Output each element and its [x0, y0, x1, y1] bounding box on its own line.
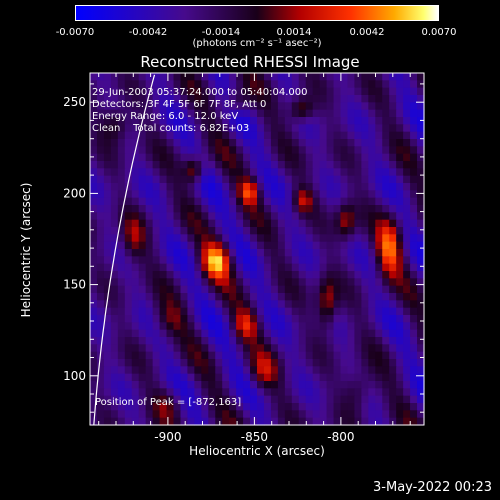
- y-axis-label: Heliocentric Y (arcsec): [19, 182, 33, 318]
- colorbar-tick: 0.0042: [349, 27, 385, 38]
- energy-range: Energy Range: 6.0 - 12.0 keV: [92, 111, 239, 122]
- y-tick-label: 200: [63, 186, 86, 200]
- clean-counts: Clean Total counts: 6.82E+03: [92, 123, 250, 134]
- detectors-info: Detectors: 3F 4F 5F 6F 7F 8F, Att 0: [92, 99, 267, 110]
- colorbar-units: (photons cm⁻² s⁻¹ asec⁻²): [192, 38, 322, 49]
- colorbar-tick: 0.0014: [276, 27, 312, 38]
- y-tick-label: 150: [63, 278, 86, 292]
- y-tick-label: 250: [63, 95, 86, 109]
- observation-time: 29-Jun-2003 05:37:24.000 to 05:40:04.000: [92, 87, 308, 98]
- heatmap-cells: [90, 73, 425, 426]
- colorbar-tick: -0.0014: [201, 27, 241, 38]
- colorbar-tick: -0.0070: [55, 27, 95, 38]
- plot-frame: [89, 72, 425, 426]
- footer-date: 3-May-2022 00:23: [373, 480, 492, 495]
- x-tick-label: -800: [327, 430, 354, 444]
- colorbar-tick: -0.0042: [128, 27, 168, 38]
- x-tick-label: -850: [241, 430, 268, 444]
- colorbar: [75, 5, 439, 21]
- peak-position: Position of Peak = [-872,163]: [95, 397, 242, 408]
- colorbar-tick: 0.0070: [421, 27, 457, 38]
- x-axis-label: Heliocentric X (arcsec): [189, 444, 325, 458]
- chart-title: Reconstructed RHESSI Image: [140, 53, 360, 71]
- x-tick-label: -900: [154, 430, 181, 444]
- solar-limb: [93, 74, 156, 426]
- y-tick-label: 100: [63, 369, 86, 383]
